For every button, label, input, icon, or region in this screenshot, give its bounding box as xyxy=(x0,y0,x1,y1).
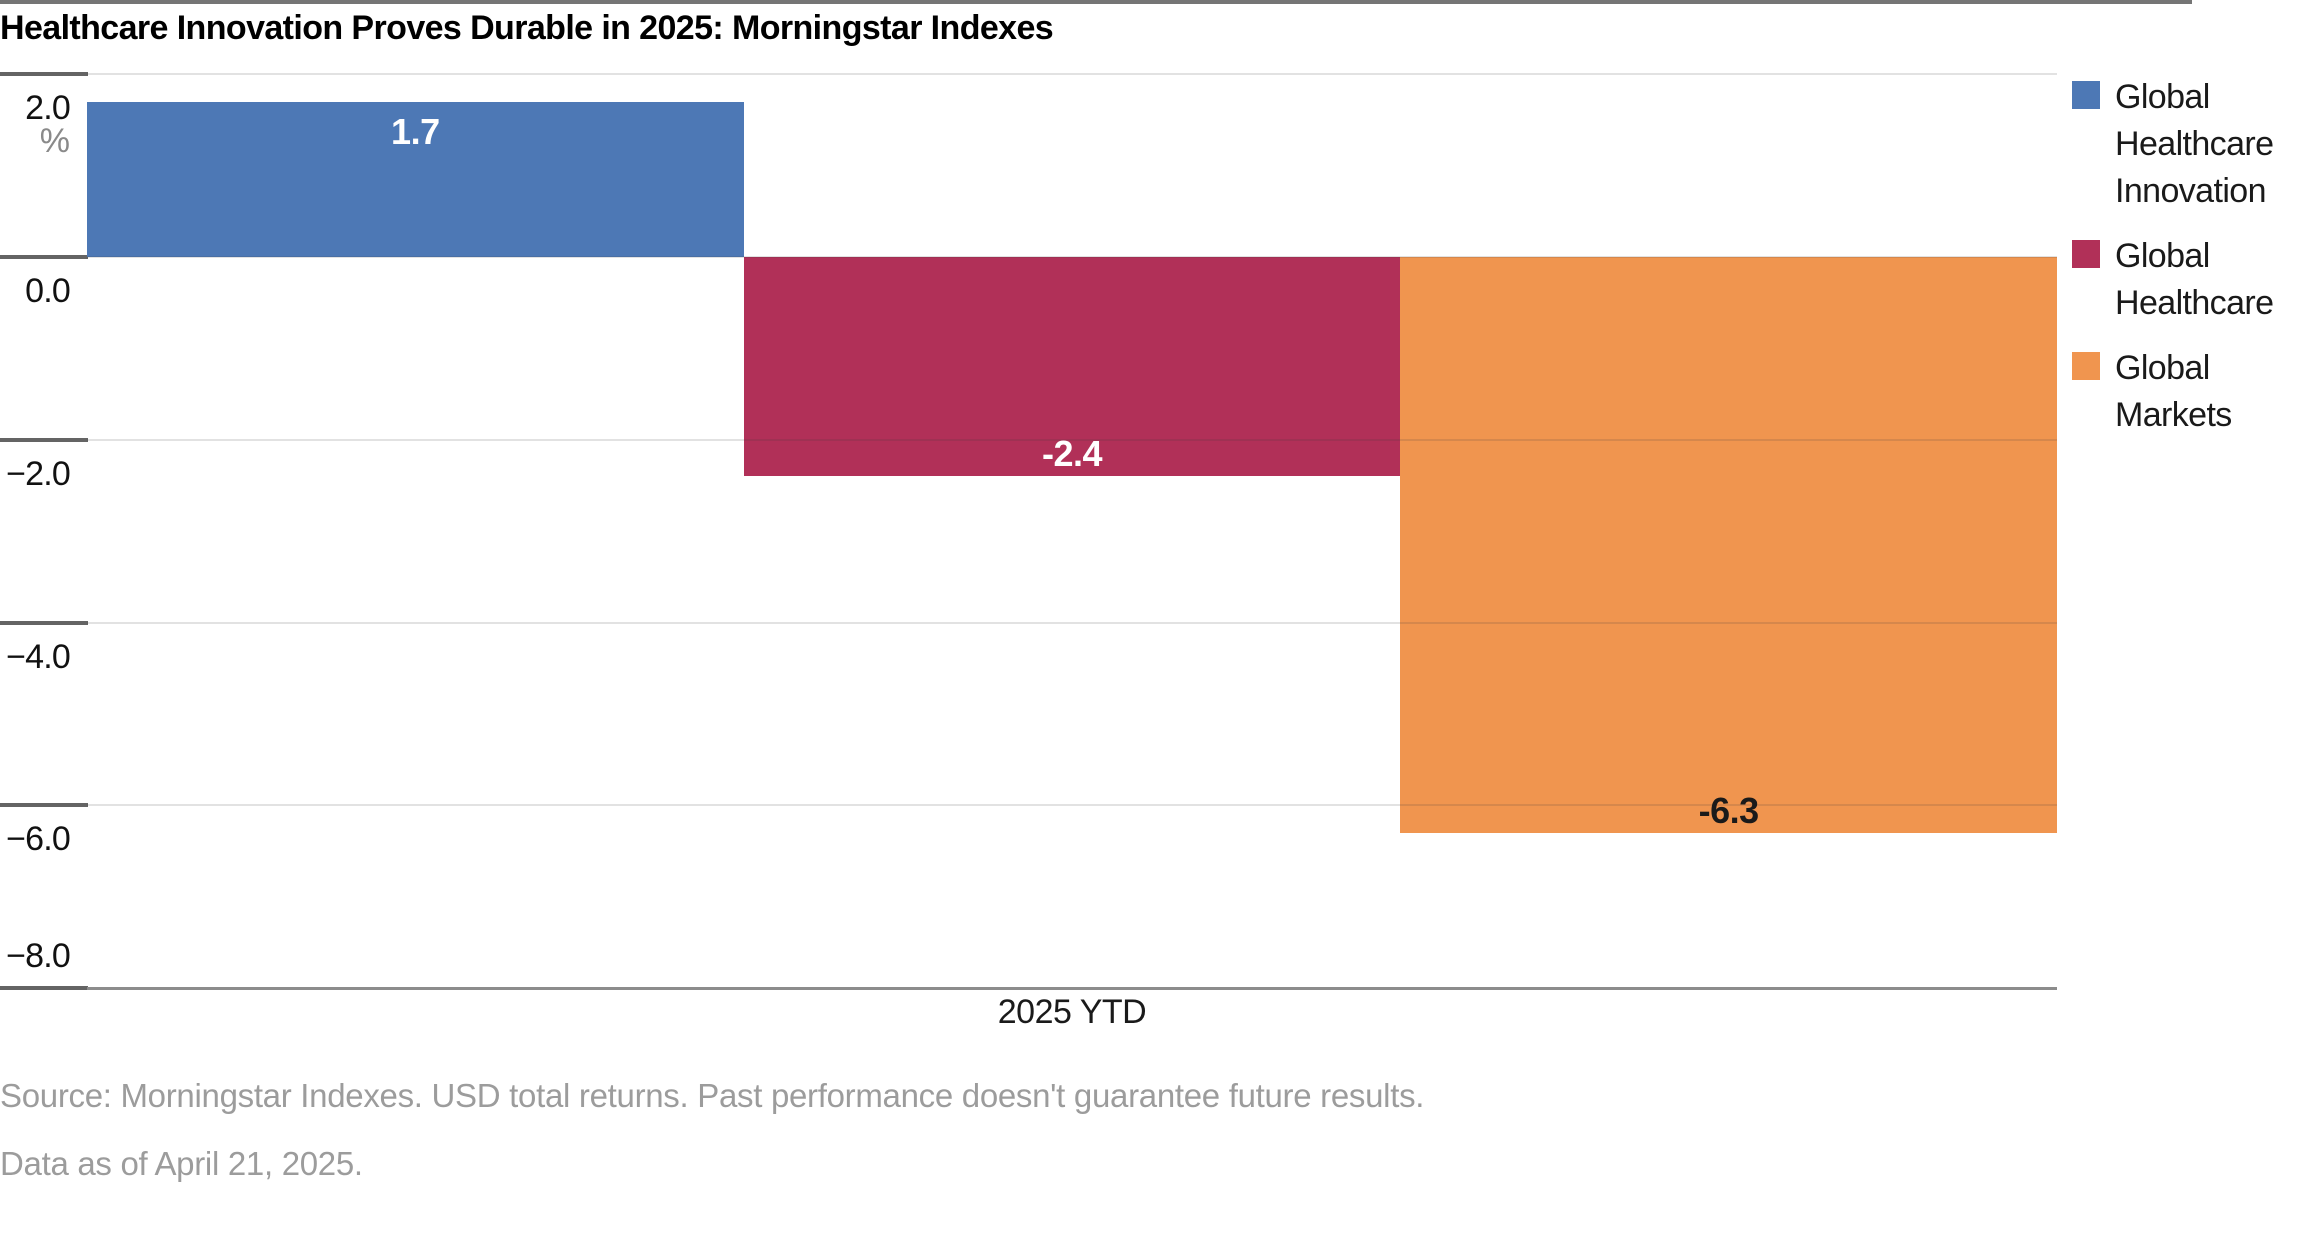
legend-swatch-global-healthcare-innovation xyxy=(2072,81,2100,109)
y-gridline xyxy=(87,256,2057,258)
legend-swatch-global-markets xyxy=(2072,352,2100,380)
y-axis-tick xyxy=(0,72,88,77)
y-axis-tick xyxy=(0,255,88,259)
y-axis-tick xyxy=(0,803,88,808)
legend-label-global-healthcare-innovation: Global Healthcare Innovation xyxy=(2115,78,2274,210)
y-tick-label: −4.0 xyxy=(6,637,71,676)
legend-item-global-healthcare: Global Healthcare xyxy=(2072,233,2293,327)
bar-global-healthcare-innovation xyxy=(87,101,744,257)
legend-item-global-healthcare-innovation: Global Healthcare Innovation xyxy=(2072,74,2293,215)
legend-swatch-global-healthcare xyxy=(2072,240,2100,268)
y-axis-tick xyxy=(0,620,88,625)
y-tick-label: −8.0 xyxy=(6,937,71,976)
source-note: Source: Morningstar Indexes. USD total r… xyxy=(0,1077,1425,1114)
legend-label-global-markets: Global Markets xyxy=(2115,349,2232,434)
x-axis-line xyxy=(87,987,2057,991)
y-tick-label: 2.0 xyxy=(25,89,71,128)
bar-global-healthcare xyxy=(743,257,1401,477)
as-of-note: Data as of April 21, 2025. xyxy=(0,1145,363,1182)
y-gridline xyxy=(87,438,2057,441)
legend-item-global-markets: Global Markets xyxy=(2072,345,2293,439)
y-gridline xyxy=(87,804,2057,807)
y-gridline xyxy=(87,73,2057,76)
top-rule xyxy=(0,0,2192,4)
y-axis-tick xyxy=(0,437,88,442)
legend: Global Healthcare Innovation Global Healt… xyxy=(2072,74,2293,457)
y-tick-label: −6.0 xyxy=(6,820,71,859)
y-tick-label: 0.0 xyxy=(25,272,71,310)
bar-value-label-global-healthcare-innovation: 1.7 xyxy=(391,110,440,152)
y-axis-tick xyxy=(0,986,88,991)
y-axis-unit-label: % xyxy=(39,122,70,160)
y-tick-label: −2.0 xyxy=(6,454,71,493)
bar-global-markets xyxy=(1400,257,2057,833)
legend-label-global-healthcare: Global Healthcare xyxy=(2115,237,2274,322)
y-gridline xyxy=(87,621,2057,624)
bar-value-label-global-markets: -6.3 xyxy=(1698,789,1760,831)
x-axis-label: 2025 YTD xyxy=(997,993,1147,1031)
footer: Source: Morningstar Indexes. USD total r… xyxy=(0,1076,1424,1184)
chart-title: Healthcare Innovation Proves Durable in … xyxy=(0,9,1054,47)
bar-value-label-global-healthcare: -2.4 xyxy=(1041,433,1103,475)
